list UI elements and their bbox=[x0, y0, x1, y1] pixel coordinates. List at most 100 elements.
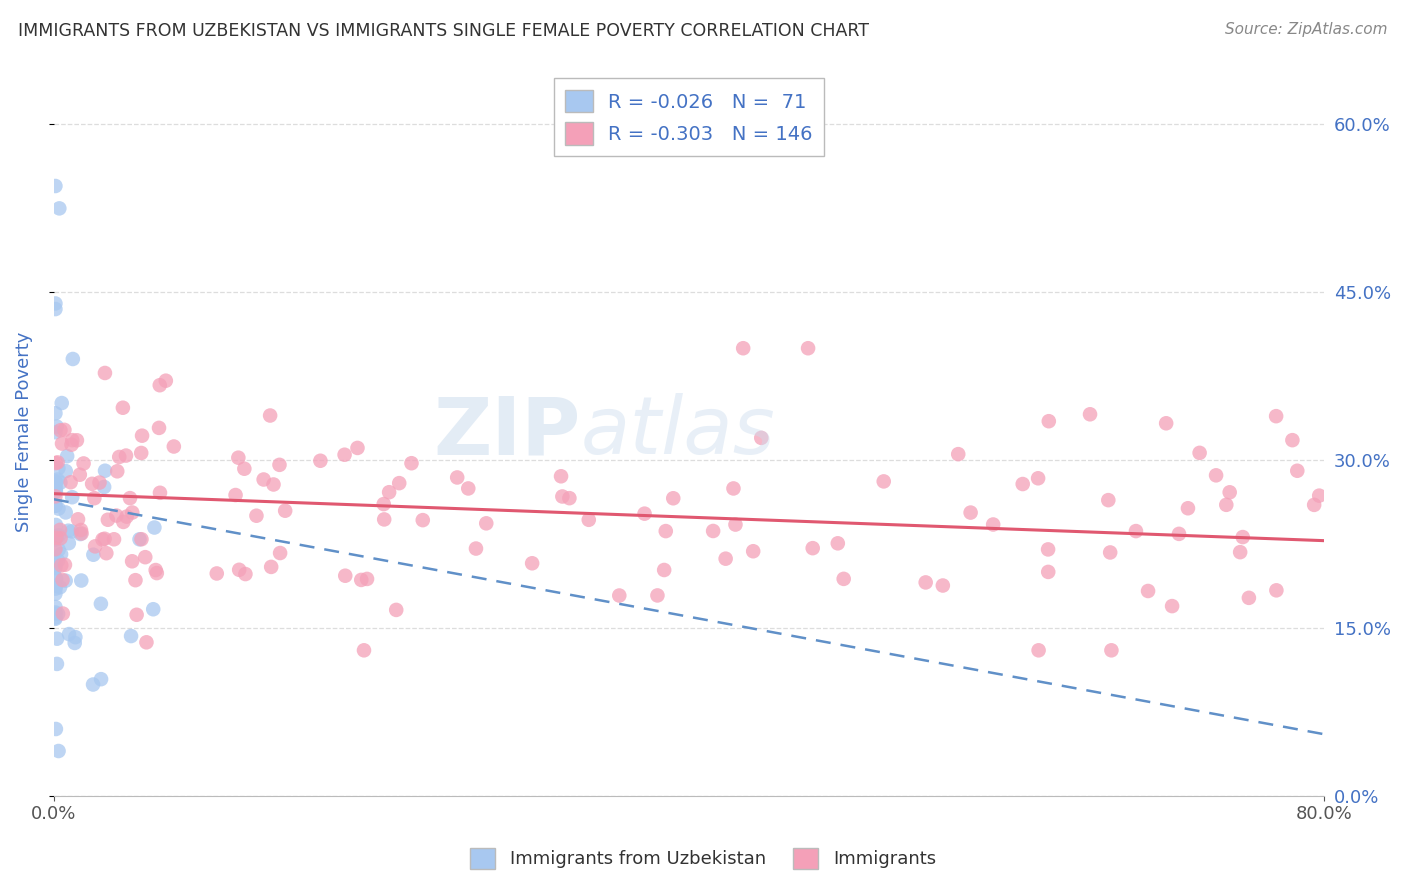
Point bbox=[49, 580, 72, 594]
Point bbox=[59, 475, 82, 490]
Point bbox=[46, 473, 69, 487]
Legend: Immigrants from Uzbekistan, Immigrants: Immigrants from Uzbekistan, Immigrants bbox=[463, 840, 943, 876]
Point bbox=[69, 527, 91, 541]
Text: atlas: atlas bbox=[581, 393, 776, 471]
Point bbox=[1026, 471, 1049, 485]
Point bbox=[551, 490, 574, 504]
Point bbox=[89, 475, 111, 490]
Point bbox=[1265, 583, 1288, 598]
Point bbox=[129, 446, 152, 460]
Point bbox=[269, 458, 291, 472]
Y-axis label: Single Female Poverty: Single Female Poverty bbox=[15, 332, 32, 533]
Point bbox=[558, 491, 581, 505]
Point bbox=[373, 497, 395, 511]
Point bbox=[1229, 545, 1251, 559]
Point bbox=[90, 672, 112, 686]
Point bbox=[93, 480, 115, 494]
Point bbox=[225, 488, 247, 502]
Point bbox=[228, 563, 250, 577]
Point bbox=[801, 541, 824, 556]
Point bbox=[111, 401, 134, 415]
Point bbox=[146, 566, 169, 580]
Point bbox=[51, 396, 73, 410]
Point bbox=[1011, 477, 1033, 491]
Point bbox=[46, 553, 69, 567]
Point bbox=[49, 475, 72, 490]
Point bbox=[378, 485, 401, 500]
Point bbox=[49, 423, 72, 437]
Point bbox=[105, 464, 128, 478]
Point bbox=[48, 501, 70, 516]
Point bbox=[446, 470, 468, 484]
Point bbox=[45, 530, 67, 544]
Point bbox=[742, 544, 765, 558]
Point bbox=[45, 572, 67, 586]
Point bbox=[72, 457, 94, 471]
Point bbox=[96, 546, 118, 560]
Point bbox=[51, 558, 73, 573]
Point bbox=[143, 520, 166, 534]
Point bbox=[714, 551, 737, 566]
Point bbox=[44, 406, 66, 420]
Point bbox=[55, 505, 77, 519]
Point bbox=[49, 547, 72, 561]
Point bbox=[633, 507, 655, 521]
Point bbox=[45, 722, 67, 736]
Point bbox=[205, 566, 228, 581]
Point bbox=[90, 597, 112, 611]
Point bbox=[1099, 545, 1122, 559]
Point bbox=[49, 531, 72, 545]
Point bbox=[873, 475, 896, 489]
Point bbox=[981, 517, 1004, 532]
Point bbox=[1125, 524, 1147, 538]
Point bbox=[44, 606, 66, 620]
Point bbox=[108, 450, 131, 464]
Point bbox=[94, 366, 117, 380]
Point bbox=[91, 533, 114, 547]
Point bbox=[48, 542, 70, 557]
Point bbox=[44, 425, 66, 440]
Point bbox=[44, 533, 66, 547]
Point bbox=[53, 423, 76, 437]
Point bbox=[259, 409, 281, 423]
Point bbox=[55, 464, 77, 478]
Point bbox=[44, 296, 66, 310]
Point bbox=[44, 561, 66, 575]
Point bbox=[228, 450, 250, 465]
Point bbox=[118, 491, 141, 505]
Point bbox=[1099, 643, 1122, 657]
Point bbox=[44, 499, 66, 513]
Point bbox=[45, 518, 67, 533]
Point bbox=[749, 431, 772, 445]
Point bbox=[263, 477, 285, 491]
Point bbox=[51, 573, 73, 587]
Point bbox=[1308, 489, 1330, 503]
Point bbox=[60, 438, 83, 452]
Point bbox=[46, 657, 69, 671]
Point bbox=[58, 627, 80, 641]
Point bbox=[385, 603, 408, 617]
Point bbox=[131, 533, 153, 547]
Point bbox=[1097, 493, 1119, 508]
Point bbox=[112, 515, 135, 529]
Point bbox=[475, 516, 498, 531]
Point bbox=[155, 374, 177, 388]
Point bbox=[135, 635, 157, 649]
Point bbox=[1265, 409, 1288, 424]
Point bbox=[1038, 414, 1060, 428]
Point bbox=[44, 477, 66, 491]
Point bbox=[60, 490, 83, 504]
Point bbox=[60, 524, 83, 539]
Point bbox=[550, 469, 572, 483]
Point bbox=[702, 524, 724, 538]
Point bbox=[93, 532, 115, 546]
Point bbox=[70, 526, 93, 541]
Point bbox=[1168, 527, 1191, 541]
Point bbox=[932, 578, 955, 592]
Point bbox=[350, 573, 373, 587]
Point bbox=[44, 558, 66, 573]
Point bbox=[45, 530, 67, 544]
Point bbox=[103, 533, 125, 547]
Point bbox=[346, 441, 368, 455]
Point bbox=[44, 490, 66, 504]
